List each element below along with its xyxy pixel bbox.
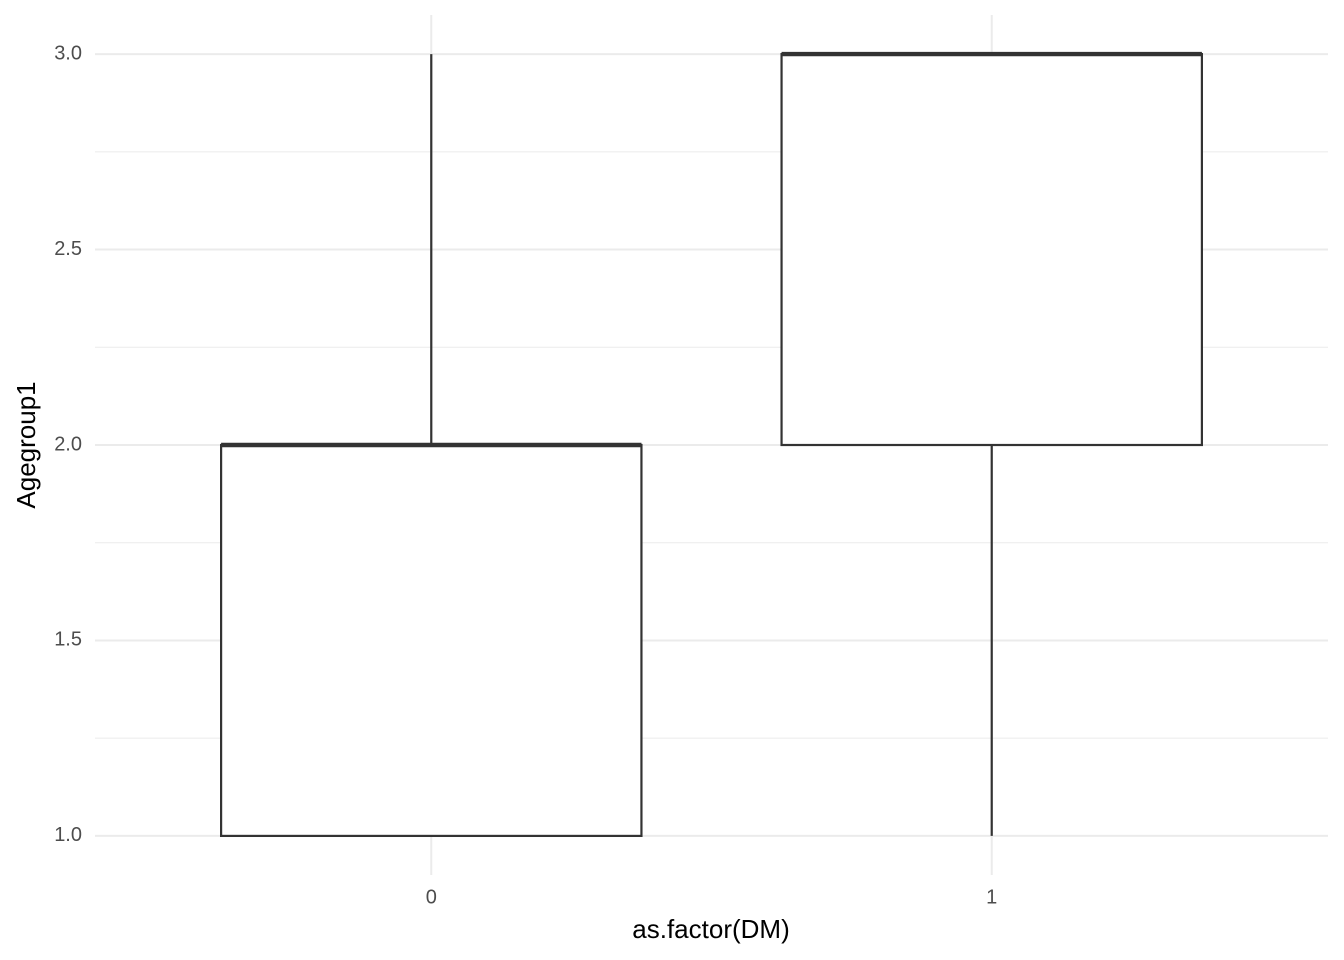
- box: [220, 443, 643, 838]
- x-axis-title: as.factor(DM): [632, 914, 789, 944]
- x-tick-label: 1: [986, 886, 997, 908]
- x-tick-label: 0: [426, 886, 437, 908]
- y-tick-label: 3.0: [54, 42, 82, 64]
- y-tick-label: 2.5: [54, 238, 82, 260]
- box: [780, 52, 1203, 447]
- y-tick-label: 1.5: [54, 629, 82, 651]
- y-axis-title: Agegroup1: [11, 381, 41, 508]
- y-tick-label: 1.0: [54, 824, 82, 846]
- y-tick-label: 2.0: [54, 433, 82, 455]
